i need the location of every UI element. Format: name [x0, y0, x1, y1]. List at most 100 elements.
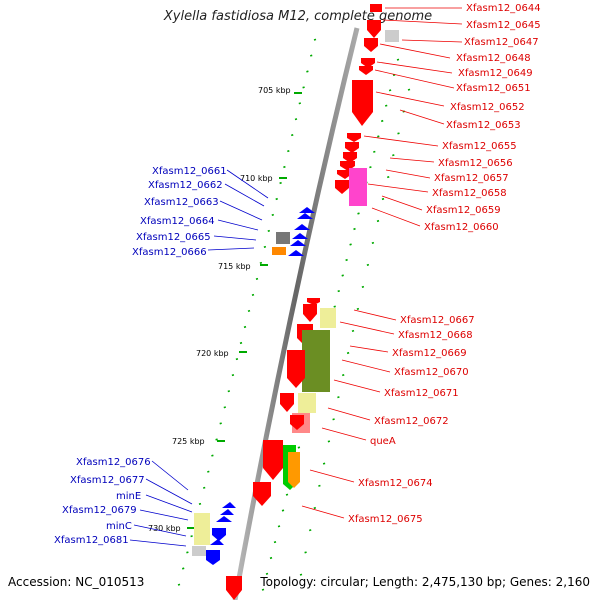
track-tick — [299, 573, 303, 576]
label-0647: Xfasm12_0647 — [464, 37, 539, 48]
track-tick — [392, 154, 395, 157]
label-0676: Xfasm12_0676 — [76, 457, 151, 468]
track-tick — [376, 219, 380, 223]
track-tick — [369, 166, 372, 169]
right-leader-lines — [301, 7, 463, 519]
track-tick — [377, 135, 380, 138]
track-tick — [371, 241, 375, 244]
track-tick — [380, 119, 384, 123]
label-0660: Xfasm12_0660 — [424, 222, 499, 233]
track-tick — [211, 454, 214, 457]
gene-0670 — [302, 330, 330, 392]
gene-0672 — [280, 393, 294, 412]
forward-genes — [226, 4, 399, 600]
gene-0662 — [297, 213, 313, 219]
gene-0665b — [290, 240, 306, 246]
gene-0667 — [307, 298, 320, 305]
track-tick — [198, 502, 202, 505]
track-tick — [332, 418, 335, 421]
track-tick — [366, 263, 370, 266]
label-0668: Xfasm12_0668 — [398, 330, 473, 341]
track-tick — [407, 88, 411, 91]
gene-0674a — [263, 440, 283, 480]
track-tick — [306, 70, 309, 73]
track-tick — [309, 54, 313, 57]
track-tick — [297, 446, 301, 449]
gene-0645 — [367, 20, 381, 38]
track-tick — [351, 329, 355, 333]
gene-0681 — [192, 546, 206, 556]
label-0669: Xfasm12_0669 — [392, 348, 467, 359]
track-tick — [381, 197, 385, 201]
track-tick — [294, 118, 298, 121]
track-tick — [337, 396, 340, 399]
label-minC: minC — [106, 521, 132, 532]
track-tick — [269, 556, 273, 560]
map-title: Xylella fastidiosa M12, complete genome — [163, 9, 432, 24]
track-tick — [285, 493, 289, 496]
track-tick — [298, 102, 302, 105]
track-tick — [349, 243, 352, 246]
scale-label-710: 710 kbp — [240, 174, 273, 183]
gene-0651 — [359, 66, 373, 75]
label-0644: Xfasm12_0644 — [466, 3, 541, 14]
scale-label-725: 725 kbp — [172, 437, 205, 446]
gene-0679 — [212, 528, 226, 541]
label-0652: Xfasm12_0652 — [450, 102, 525, 113]
track-tick — [251, 293, 255, 296]
track-tick — [341, 374, 345, 377]
label-0666: Xfasm12_0666 — [132, 247, 207, 258]
track-tick — [304, 551, 307, 554]
track-tick — [287, 150, 290, 153]
genome-summary: Topology: circular; Length: 2,475,130 bp… — [259, 575, 590, 589]
track-tick — [384, 104, 388, 107]
gene-0672a — [298, 393, 316, 413]
gene-0644 — [370, 4, 382, 12]
accession-text: Accession: NC_010513 — [8, 575, 144, 589]
track-tick — [346, 351, 350, 355]
track-tick — [271, 213, 275, 216]
track-tick — [327, 440, 331, 443]
gene-0648 — [364, 38, 378, 52]
gene-0675 — [253, 482, 271, 506]
label-0662: Xfasm12_0662 — [148, 180, 223, 191]
gene-0647 — [385, 30, 399, 42]
gene-0652 — [352, 80, 373, 126]
gene-0655 — [345, 142, 359, 153]
label-0651: Xfasm12_0651 — [456, 83, 531, 94]
track-tick — [261, 588, 265, 591]
track-tick — [318, 484, 321, 487]
track-tick — [265, 572, 269, 575]
track-tick — [215, 438, 218, 441]
gene-minE-b — [216, 516, 232, 522]
gene-0671 — [287, 350, 305, 388]
track-tick — [247, 309, 251, 313]
track-tick — [181, 567, 185, 570]
track-tick — [259, 261, 263, 264]
label-0675: Xfasm12_0675 — [348, 514, 423, 525]
gene-0661 — [299, 207, 315, 213]
gene-0660 — [335, 180, 349, 194]
track-tick — [361, 285, 365, 288]
track-tick — [273, 541, 277, 544]
gene-0656 — [343, 152, 357, 163]
track-tick — [227, 390, 231, 393]
track-tick — [373, 150, 376, 153]
reverse-genes — [192, 207, 315, 565]
gene-0664 — [276, 232, 290, 244]
track-tick — [277, 525, 281, 528]
label-0653: Xfasm12_0653 — [446, 120, 521, 131]
tick-track-outer — [177, 38, 317, 586]
scale-label-705: 705 kbp — [258, 86, 291, 95]
left-labels: Xfasm12_0661 Xfasm12_0662 Xfasm12_0663 X… — [54, 166, 227, 546]
track-tick — [275, 197, 278, 201]
gene-queA-b — [290, 415, 304, 430]
gene-0676 — [222, 502, 236, 508]
gene-0681b — [206, 550, 220, 565]
track-tick — [322, 462, 326, 465]
track-tick — [302, 86, 305, 89]
track-tick — [313, 506, 317, 510]
label-0655: Xfasm12_0655 — [442, 141, 517, 152]
label-0663: Xfasm12_0663 — [144, 197, 219, 208]
